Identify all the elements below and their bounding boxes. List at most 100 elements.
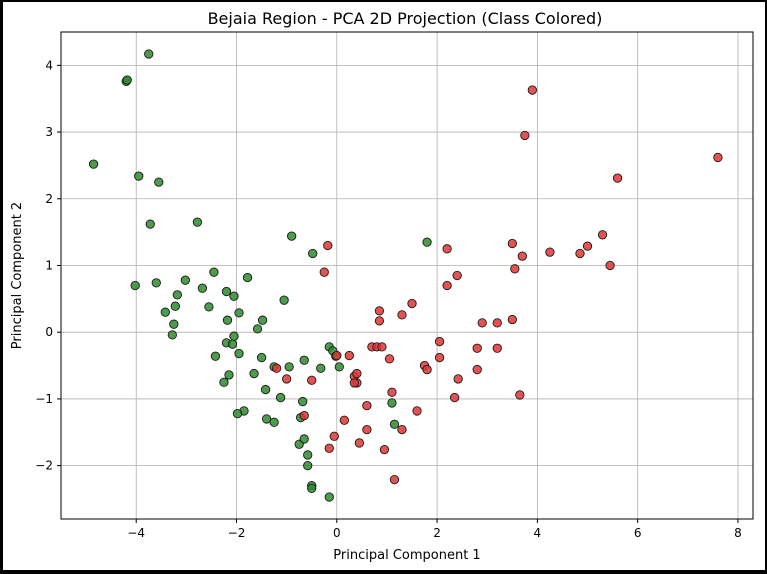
- green-data-point: [229, 291, 239, 301]
- green-data-point: [88, 159, 99, 169]
- red-data-point: [412, 406, 422, 416]
- red-data-point: [527, 85, 538, 95]
- red-data-point: [582, 241, 593, 251]
- green-data-point: [170, 301, 180, 311]
- red-data-point: [332, 350, 342, 361]
- red-data-point: [362, 424, 372, 435]
- green-data-point: [172, 290, 182, 300]
- red-data-point: [510, 264, 520, 274]
- green-data-point: [242, 272, 253, 283]
- green-data-point: [260, 384, 271, 395]
- green-data-point: [197, 283, 208, 293]
- red-data-point: [379, 444, 390, 455]
- green-data-point: [130, 280, 140, 291]
- chart-title: Bejaia Region - PCA 2D Projection (Class…: [208, 9, 603, 28]
- green-data-point: [151, 278, 161, 288]
- green-data-point: [279, 295, 289, 305]
- red-data-point: [362, 400, 372, 411]
- red-data-point: [323, 240, 333, 251]
- red-data-point: [597, 230, 608, 240]
- green-data-point: [316, 363, 326, 373]
- red-data-point: [344, 350, 354, 361]
- green-data-point: [324, 492, 334, 502]
- red-data-point: [349, 378, 359, 388]
- red-data-point: [507, 314, 517, 325]
- y-axis-label: Principal Component 2: [10, 202, 25, 349]
- y-tick-label: 1: [45, 258, 53, 272]
- green-data-point: [257, 315, 268, 325]
- green-data-point: [334, 362, 344, 372]
- green-data-point: [308, 248, 318, 259]
- green-data-point: [229, 331, 239, 341]
- green-data-point: [234, 348, 244, 359]
- y-tick-label: 0: [45, 325, 53, 339]
- red-data-point: [324, 443, 334, 453]
- red-data-point: [477, 318, 487, 328]
- red-data-point: [397, 424, 407, 435]
- green-data-point: [303, 450, 313, 460]
- red-data-point: [449, 392, 460, 403]
- green-data-point: [299, 355, 309, 365]
- red-data-point: [374, 316, 385, 326]
- red-data-point: [517, 251, 527, 261]
- green-data-point: [389, 419, 400, 429]
- green-data-point: [232, 408, 243, 419]
- green-data-point: [167, 330, 177, 340]
- red-data-point: [507, 238, 517, 249]
- red-data-point: [605, 260, 615, 271]
- x-tick-label: 8: [734, 526, 742, 540]
- green-data-point: [256, 352, 267, 363]
- green-data-point: [204, 302, 214, 312]
- x-axis-label: Principal Component 1: [333, 548, 480, 563]
- red-data-point: [271, 363, 282, 373]
- axis-ticks: −4 −2 0 2 4 6 8 −2 −1 0 1 2 3 4: [35, 58, 741, 540]
- green-data-point: [307, 483, 317, 493]
- red-data-point: [319, 267, 329, 277]
- red-data-point: [472, 343, 482, 353]
- red-data-point: [515, 390, 525, 400]
- x-tick-label: −2: [228, 526, 246, 540]
- green-data-point: [134, 171, 144, 181]
- red-data-point: [442, 244, 452, 254]
- red-data-point: [452, 270, 462, 281]
- red-data-point: [612, 173, 623, 183]
- red-data-point: [713, 152, 723, 163]
- green-data-point: [222, 315, 233, 325]
- red-data-point: [575, 248, 585, 259]
- pca-scatter-chart: Bejaia Region - PCA 2D Projection (Class…: [10, 9, 754, 563]
- red-data-point: [434, 352, 445, 363]
- y-tick-label: 2: [45, 192, 53, 206]
- green-data-point: [224, 370, 234, 380]
- green-data-point: [284, 362, 294, 372]
- green-data-point: [169, 319, 179, 329]
- green-data-point: [422, 237, 432, 247]
- green-data-point: [299, 434, 309, 444]
- green-data-point: [180, 275, 191, 285]
- y-tick-label: −1: [35, 392, 53, 406]
- green-data-point: [209, 267, 219, 277]
- green-data-point: [234, 308, 244, 318]
- red-data-point: [453, 374, 463, 384]
- green-data-point: [269, 417, 279, 427]
- grid-lines: [61, 32, 753, 519]
- red-data-point: [329, 431, 339, 441]
- red-data-point: [354, 438, 365, 448]
- data-points: [88, 49, 723, 502]
- red-data-point: [472, 364, 482, 375]
- x-tick-label: −4: [127, 526, 145, 540]
- green-data-point: [387, 398, 397, 408]
- green-data-point: [261, 414, 272, 424]
- x-tick-label: 4: [534, 526, 542, 540]
- green-data-point: [287, 231, 297, 241]
- green-data-point: [298, 396, 308, 407]
- y-tick-label: 3: [45, 125, 53, 139]
- green-data-point: [275, 392, 286, 403]
- plot-area-border: [60, 31, 754, 520]
- chart-canvas: Bejaia Region - PCA 2D Projection (Class…: [3, 2, 765, 570]
- red-data-point: [407, 298, 417, 309]
- red-data-point: [397, 310, 407, 320]
- green-data-point: [219, 377, 229, 387]
- x-tick-label: 0: [333, 526, 341, 540]
- green-data-point: [144, 49, 154, 59]
